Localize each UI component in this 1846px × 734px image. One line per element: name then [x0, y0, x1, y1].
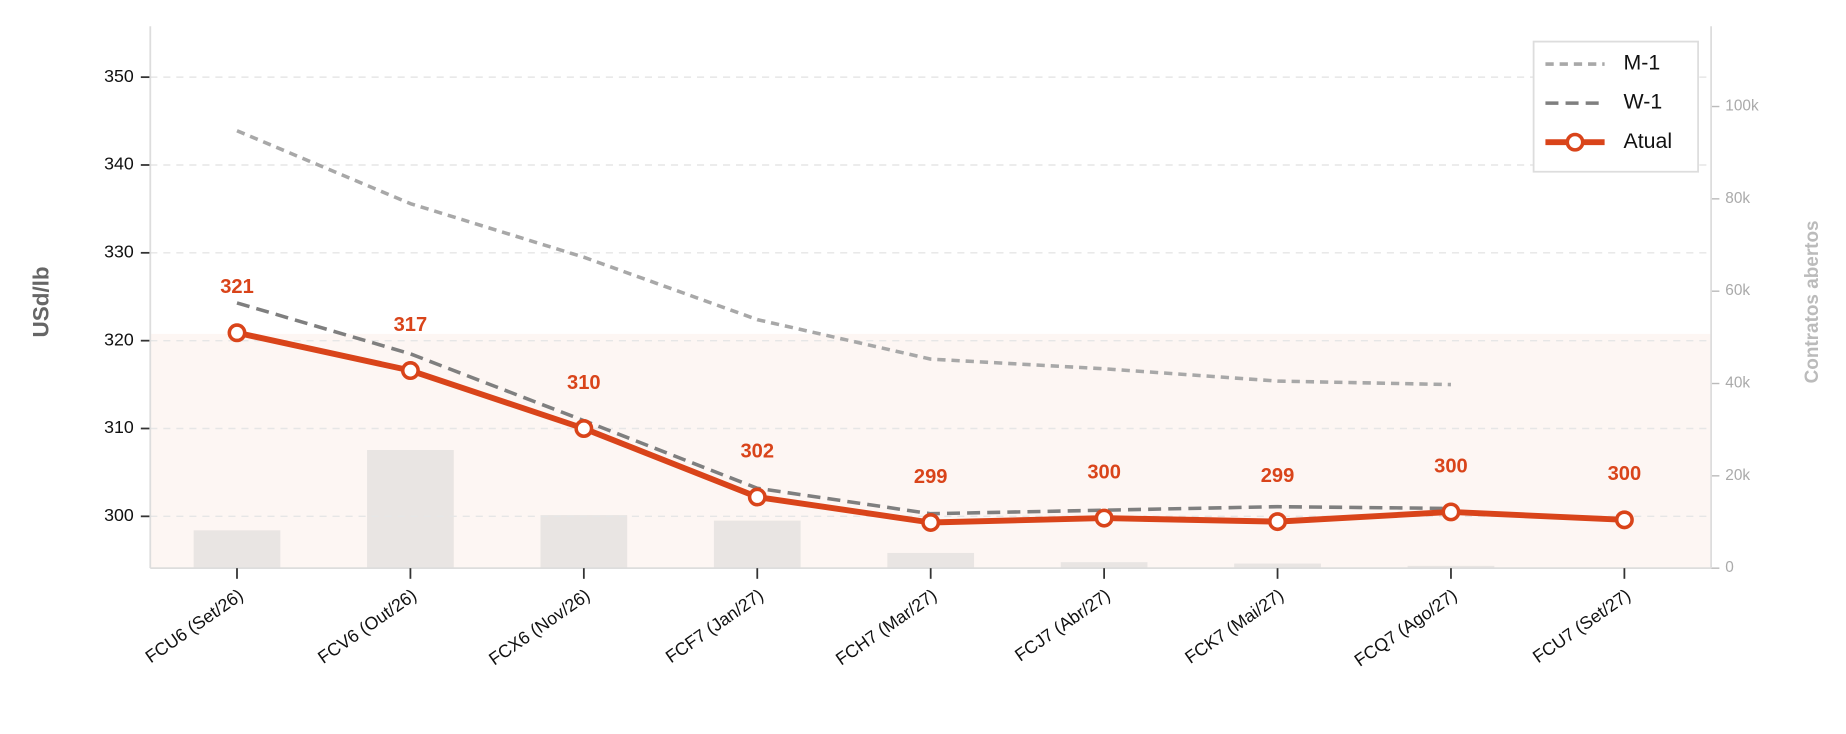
y2-tick-label: 20k [1725, 467, 1750, 484]
y2-tick-label: 60k [1725, 282, 1750, 299]
marker [921, 513, 941, 532]
legend-box [1532, 40, 1699, 173]
series-line [236, 301, 1451, 516]
marker [1614, 510, 1634, 530]
marker [1094, 508, 1114, 528]
bar [1060, 562, 1148, 569]
bar [193, 530, 281, 569]
value-label: 300 [1087, 461, 1121, 483]
y2-tick-label: 40k [1725, 375, 1750, 392]
value-label: 310 [567, 372, 601, 394]
marker [227, 323, 247, 343]
series-line [236, 129, 1452, 387]
y2-tick-label: 100k [1725, 98, 1759, 115]
legend-marker [1565, 132, 1585, 152]
legend-label: W-1 [1624, 90, 1663, 114]
x-tick-label: FCU7 (Set/27) [1529, 585, 1634, 667]
value-label: 300 [1608, 463, 1642, 485]
bar [1407, 565, 1495, 569]
y-tick-label: 330 [104, 242, 134, 262]
legend-label: M-1 [1624, 51, 1661, 75]
y-tick-label: 350 [104, 66, 134, 86]
y-tick-label: 300 [104, 505, 134, 525]
x-tick-label: FCX6 (Nov/26) [485, 585, 593, 669]
x-tick-label: FCF7 (Jan/27) [662, 585, 767, 667]
value-label: 299 [1261, 465, 1295, 487]
bar [540, 515, 628, 569]
marker [400, 361, 420, 380]
y2-tick-label: 80k [1725, 190, 1750, 207]
x-tick-label: FCH7 (Mar/27) [832, 585, 940, 669]
x-tick-label: FCJ7 (Abr/27) [1011, 585, 1114, 665]
y-tick-label: 340 [104, 154, 134, 174]
value-label: 317 [394, 314, 428, 336]
marker [1441, 502, 1461, 522]
bar [1234, 563, 1321, 569]
value-label: 299 [914, 466, 948, 488]
bar [713, 520, 801, 569]
bar [887, 552, 975, 569]
x-tick-label: FCQ7 (Ago/27) [1351, 585, 1461, 670]
x-tick-label: FCV6 (Out/26) [314, 585, 420, 668]
y2-axis-label: Contratos abertos [1802, 220, 1823, 383]
marker [574, 419, 594, 438]
y-tick-label: 320 [104, 329, 134, 349]
bar [367, 449, 454, 569]
y-tick-label: 310 [104, 417, 134, 437]
x-tick-label: FCU6 (Set/26) [142, 585, 247, 667]
value-label: 300 [1434, 455, 1468, 477]
legend-label: Atual [1624, 129, 1673, 153]
y-axis-label: USd/lb [29, 266, 54, 337]
marker [747, 487, 767, 507]
value-label: 302 [740, 440, 774, 462]
value-label: 321 [220, 276, 254, 298]
marker [1268, 512, 1288, 532]
y2-tick-label: 0 [1725, 559, 1734, 576]
x-tick-label: FCK7 (Mai/27) [1181, 585, 1287, 668]
